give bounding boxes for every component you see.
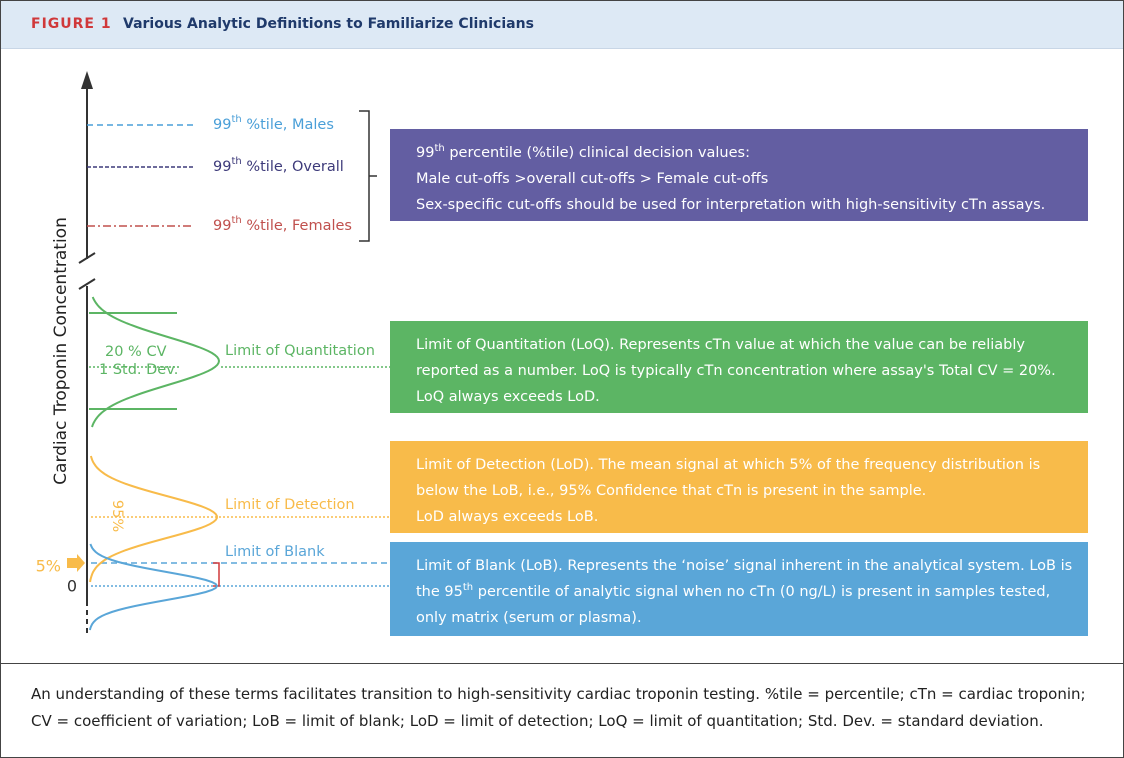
superscript: th bbox=[434, 143, 445, 155]
box-line: below the LoB, i.e., 95% Confidence that… bbox=[416, 478, 1088, 504]
cv-label: 20 % CV bbox=[105, 344, 167, 360]
box-line: 99th percentile (%tile) clinical decisio… bbox=[416, 140, 1088, 166]
box-line: LoD always exceeds LoB. bbox=[416, 504, 1088, 530]
figure-title: Various Analytic Definitions to Familiar… bbox=[123, 16, 534, 32]
percentile-text: %tile, Males bbox=[242, 117, 334, 133]
box-line: reported as a number. LoQ is typically c… bbox=[416, 358, 1088, 384]
superscript: th bbox=[462, 582, 474, 594]
box-line: Limit of Detection (LoD). The mean signa… bbox=[416, 452, 1088, 478]
percentile-number: 99 bbox=[213, 218, 231, 234]
text: Sex-specific cut-offs should be used for… bbox=[416, 197, 1046, 213]
text: 99 bbox=[416, 145, 435, 161]
figure-label: FIGURE 1 bbox=[31, 16, 112, 32]
text: Limit of Quantitation (LoQ). Represents … bbox=[416, 337, 1025, 353]
superscript: th bbox=[231, 156, 241, 167]
percentile-label: 99th %tile, Males bbox=[213, 114, 334, 133]
text: below the LoB, i.e., 95% Confidence that… bbox=[416, 483, 927, 499]
percentile-text: %tile, Overall bbox=[242, 159, 344, 175]
pct95-label: 95% bbox=[109, 500, 125, 532]
percentile-text: %tile, Females bbox=[242, 218, 352, 234]
caption: An understanding of these terms facilita… bbox=[31, 685, 1086, 730]
separator bbox=[1, 663, 1123, 664]
percentile-number: 99 bbox=[213, 117, 231, 133]
text: Limit of Detection (LoD). The mean signa… bbox=[416, 457, 1041, 473]
box-line: Limit of Quantitation (LoQ). Represents … bbox=[416, 332, 1088, 358]
box-line: LoQ always exceeds LoD. bbox=[416, 384, 1088, 410]
text: Male cut-offs >overall cut-offs > Female… bbox=[416, 171, 769, 187]
superscript: th bbox=[231, 114, 241, 125]
text: only matrix (serum or plasma). bbox=[416, 610, 642, 626]
definition-box: 99th percentile (%tile) clinical decisio… bbox=[390, 129, 1088, 221]
text: LoQ always exceeds LoD. bbox=[416, 389, 600, 405]
definition-box: Limit of Quantitation (LoQ). Represents … bbox=[390, 321, 1088, 413]
text: Limit of Blank (LoB). Represents the ‘no… bbox=[416, 558, 1073, 574]
superscript: th bbox=[231, 215, 241, 226]
box-line: only matrix (serum or plasma). bbox=[416, 605, 1088, 631]
text: LoD always exceeds LoB. bbox=[416, 509, 599, 525]
box-line: the 95th percentile of analytic signal w… bbox=[416, 579, 1088, 605]
std-dev-label: 1 Std. Dev. bbox=[99, 362, 178, 378]
percentile-label: 99th %tile, Females bbox=[213, 215, 352, 234]
definition-box: Limit of Blank (LoB). Represents the ‘no… bbox=[390, 542, 1088, 636]
pct5-label: 5% bbox=[36, 557, 61, 576]
text: the 95 bbox=[416, 584, 463, 600]
axis-label: Cardiac Troponin Concentration bbox=[51, 217, 71, 485]
diagram: Cardiac Troponin Concentration 20 % CV 1… bbox=[36, 71, 390, 633]
zero-label: 0 bbox=[67, 577, 77, 596]
lod-label: Limit of Detection bbox=[225, 497, 355, 513]
box-line: Limit of Blank (LoB). Represents the ‘no… bbox=[416, 553, 1088, 579]
box-line: Sex-specific cut-offs should be used for… bbox=[416, 192, 1088, 218]
text: reported as a number. LoQ is typically c… bbox=[416, 363, 1056, 379]
box-line: Male cut-offs >overall cut-offs > Female… bbox=[416, 166, 1088, 192]
definition-box: Limit of Detection (LoD). The mean signa… bbox=[390, 441, 1088, 533]
loq-label: Limit of Quantitation bbox=[225, 343, 375, 359]
text: percentile of analytic signal when no cT… bbox=[473, 584, 1051, 600]
header: FIGURE 1 Various Analytic Definitions to… bbox=[1, 1, 1123, 49]
text: percentile (%tile) clinical decision val… bbox=[444, 145, 750, 161]
lob-label: Limit of Blank bbox=[225, 544, 325, 560]
percentile-label: 99th %tile, Overall bbox=[213, 156, 344, 175]
percentile-number: 99 bbox=[213, 159, 231, 175]
